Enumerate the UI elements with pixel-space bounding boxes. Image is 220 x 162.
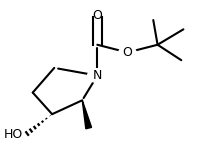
Text: HO: HO xyxy=(4,128,23,141)
Polygon shape xyxy=(82,100,92,129)
Circle shape xyxy=(88,69,107,83)
Text: O: O xyxy=(92,9,102,22)
Text: O: O xyxy=(123,46,132,59)
Text: N: N xyxy=(93,69,102,82)
Circle shape xyxy=(119,46,136,59)
